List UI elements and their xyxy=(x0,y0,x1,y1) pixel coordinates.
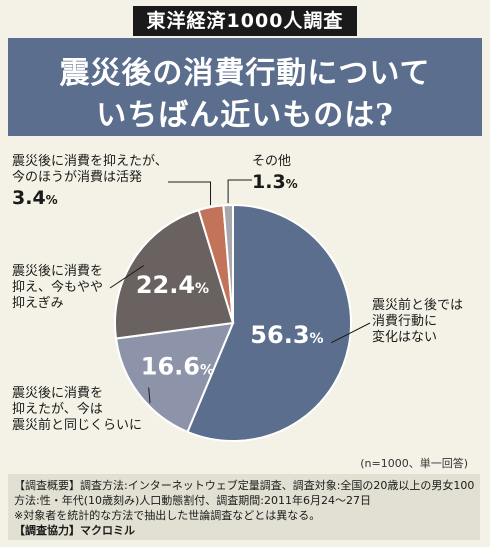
title-box: 震災後の消費行動について いちばん近いものは? xyxy=(8,38,482,136)
page-title-line2: いちばん近いものは? xyxy=(96,98,394,133)
label-recovered-text: 震災後に消費を 抑えたが、今は 震災前と同じくらいに xyxy=(12,386,143,433)
pie-slice-recovered xyxy=(114,321,235,434)
others-value: 1.3 xyxy=(252,171,286,193)
leader-line-active xyxy=(168,181,212,206)
page-title-line1: 震災後の消費行動について xyxy=(59,56,431,91)
label-others-value: 1.3% xyxy=(252,171,298,193)
footer-credit: 【調査協力】マクロミル xyxy=(14,524,135,537)
value-label-no-change: 56.3% xyxy=(250,321,323,349)
label-active-text: 震災後に消費を抑えたが、 今のほうが消費は活発 xyxy=(12,154,168,185)
pie-slice-no-change xyxy=(186,203,352,442)
active-value: 3.4 xyxy=(12,187,46,209)
footer-line3: ※対象者を統計的な方法で抽出した世論調査などとは異なる。 xyxy=(14,509,321,522)
label-still-restrained-text: 震災後に消費を 抑え、今もやや 抑えぎみ xyxy=(12,264,104,311)
leader-line-others xyxy=(227,179,252,204)
pie-slice-still-restrained xyxy=(114,208,235,340)
value-label-recovered: 16.6% xyxy=(141,353,214,381)
sample-note: (n=1000、単一回答) xyxy=(360,457,468,470)
footer-line2: 方法:性・年代(10歳刻み)人口動態割付、調査期間:2011年6月24～27日 xyxy=(14,494,371,507)
label-no-change-text: 震災前と後では 消費行動に 変化はない xyxy=(372,298,464,345)
leader-line-recovered xyxy=(148,387,151,404)
value-label-still-restrained: 22.4% xyxy=(136,271,209,299)
leader-line-no-change xyxy=(331,322,371,344)
survey-footer: 【調査概要】調査方法:インターネットウェブ定量調査、調査対象:全国の20歳以上の… xyxy=(8,474,480,540)
footer-line1: 【調査概要】調査方法:インターネットウェブ定量調査、調査対象:全国の20歳以上の… xyxy=(14,479,474,492)
label-active-value: 3.4% xyxy=(12,187,58,209)
label-others-text: その他 xyxy=(252,154,292,169)
pie-slice-others xyxy=(222,203,234,324)
survey-badge: 東洋経済1000人調査 xyxy=(133,6,357,36)
leader-line-still-restrained xyxy=(109,265,144,289)
